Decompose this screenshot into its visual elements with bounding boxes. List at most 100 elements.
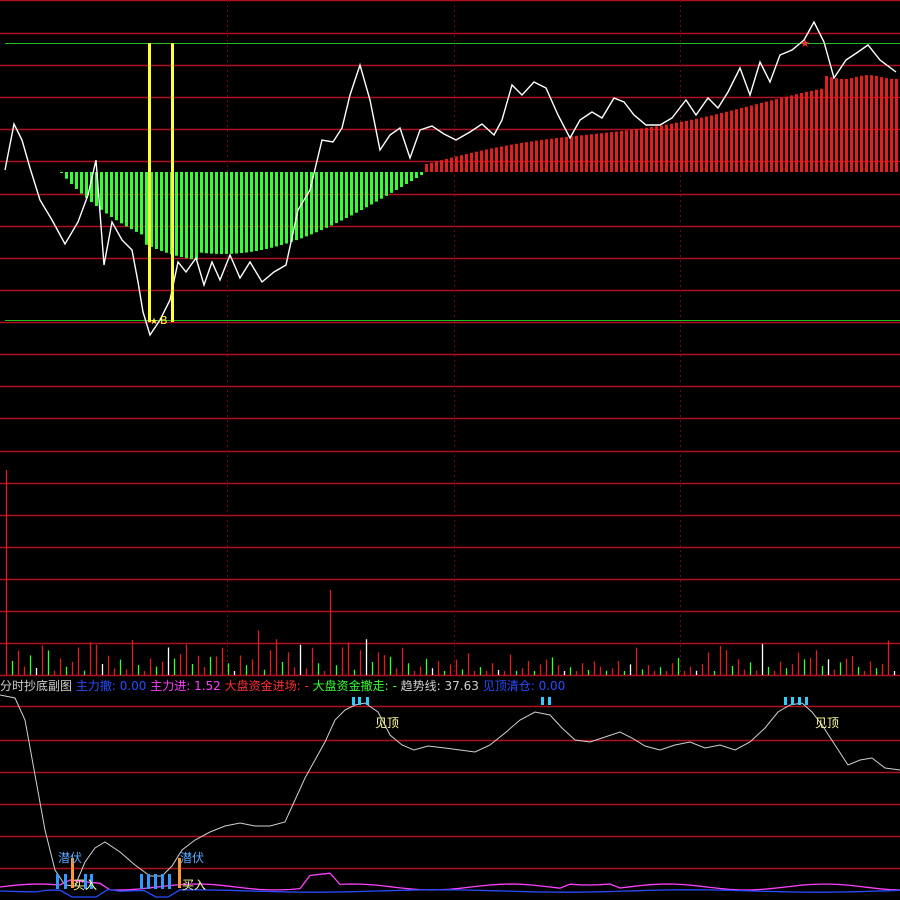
top-star-icon: ★ bbox=[800, 37, 810, 50]
down-bar bbox=[115, 172, 118, 221]
up-bar bbox=[465, 153, 468, 172]
down-bar bbox=[375, 172, 378, 202]
up-bar bbox=[730, 110, 733, 172]
up-bar bbox=[805, 91, 808, 172]
top-marker bbox=[548, 697, 551, 705]
price-panel: ★★ bbox=[4, 20, 900, 337]
down-bar bbox=[95, 172, 98, 207]
down-bar bbox=[165, 172, 168, 253]
up-bar bbox=[430, 162, 433, 172]
up-bar bbox=[665, 124, 668, 172]
up-bar bbox=[670, 123, 673, 172]
up-bar bbox=[605, 132, 608, 172]
hidden-label-1: 潜伏 bbox=[58, 851, 83, 865]
down-bar bbox=[360, 172, 363, 211]
top-marker bbox=[366, 697, 369, 705]
buy-star-icon: ★ bbox=[150, 317, 158, 327]
down-bar bbox=[385, 172, 388, 196]
indicator-panel bbox=[0, 694, 900, 898]
down-bar bbox=[320, 172, 323, 231]
top-label-1: 见顶 bbox=[375, 716, 400, 730]
down-bar bbox=[270, 172, 273, 248]
up-bar bbox=[835, 78, 838, 172]
down-bar bbox=[390, 172, 393, 193]
down-bar bbox=[355, 172, 358, 213]
main-out-line bbox=[0, 888, 900, 898]
down-bar bbox=[90, 172, 93, 203]
down-bar bbox=[85, 172, 88, 198]
up-bar bbox=[765, 101, 768, 172]
hidden-bar bbox=[161, 874, 164, 889]
down-bar bbox=[235, 172, 238, 254]
up-bar bbox=[640, 128, 643, 172]
down-bar bbox=[75, 172, 78, 189]
up-bar bbox=[890, 78, 893, 172]
up-bar bbox=[535, 140, 538, 172]
down-bar bbox=[70, 172, 73, 185]
up-bar bbox=[455, 156, 458, 172]
down-bar bbox=[335, 172, 338, 224]
up-bar bbox=[580, 135, 583, 172]
up-bar bbox=[760, 102, 763, 172]
up-bar bbox=[675, 122, 678, 172]
legend-item: 主力进: 1.52 bbox=[146, 679, 221, 693]
up-bar bbox=[650, 126, 653, 172]
down-bar bbox=[105, 172, 108, 214]
down-bar bbox=[325, 172, 328, 228]
top-marker bbox=[805, 697, 808, 705]
down-bar bbox=[265, 172, 268, 249]
down-bar bbox=[135, 172, 138, 232]
down-bar bbox=[350, 172, 353, 216]
down-bar bbox=[365, 172, 368, 208]
up-bar bbox=[775, 99, 778, 172]
down-bar bbox=[410, 172, 413, 182]
up-bar bbox=[620, 130, 623, 172]
top-label-2: 见顶 bbox=[815, 716, 840, 730]
up-bar bbox=[470, 152, 473, 172]
down-bar bbox=[280, 172, 283, 246]
main-in-line bbox=[0, 872, 900, 891]
up-bar bbox=[530, 141, 533, 172]
down-bar bbox=[60, 172, 63, 173]
up-bar bbox=[785, 96, 788, 172]
down-bar bbox=[415, 172, 418, 179]
hidden-label-2: 潜伏 bbox=[180, 851, 205, 865]
hidden-bar bbox=[90, 874, 93, 889]
up-bar bbox=[755, 104, 758, 172]
down-bar bbox=[225, 172, 228, 254]
down-bar bbox=[405, 172, 408, 185]
down-bar bbox=[255, 172, 258, 251]
up-bar bbox=[505, 145, 508, 172]
buy-bar bbox=[178, 858, 181, 888]
buy-label-1: 买入 bbox=[73, 878, 98, 892]
up-bar bbox=[690, 119, 693, 172]
down-bar bbox=[180, 172, 183, 258]
down-bar bbox=[100, 172, 103, 210]
down-bar bbox=[290, 172, 293, 242]
volume-panel bbox=[5, 470, 896, 675]
up-bar bbox=[565, 136, 568, 172]
down-bar bbox=[205, 172, 208, 254]
up-bar bbox=[745, 106, 748, 172]
up-bar bbox=[725, 111, 728, 172]
up-bar bbox=[590, 134, 593, 172]
up-bar bbox=[710, 115, 713, 172]
up-bar bbox=[585, 134, 588, 172]
legend-item: 大盘资金进场: - bbox=[220, 679, 309, 693]
up-bar bbox=[735, 109, 738, 172]
up-bar bbox=[830, 77, 833, 172]
indicator-legend: 分时抄底副图 主力撤: 0.00 主力进: 1.52 大盘资金进场: - 大盘资… bbox=[0, 678, 900, 694]
up-bar bbox=[845, 78, 848, 172]
buy-bar bbox=[71, 858, 74, 888]
up-bar bbox=[435, 161, 438, 172]
top-marker bbox=[358, 697, 361, 705]
up-bar bbox=[715, 114, 718, 172]
up-bar bbox=[705, 116, 708, 172]
down-bar bbox=[245, 172, 248, 253]
up-bar bbox=[510, 144, 513, 172]
down-bar bbox=[150, 172, 153, 247]
hidden-bar bbox=[147, 874, 150, 889]
up-bar bbox=[860, 75, 863, 172]
hidden-bar bbox=[64, 874, 67, 889]
